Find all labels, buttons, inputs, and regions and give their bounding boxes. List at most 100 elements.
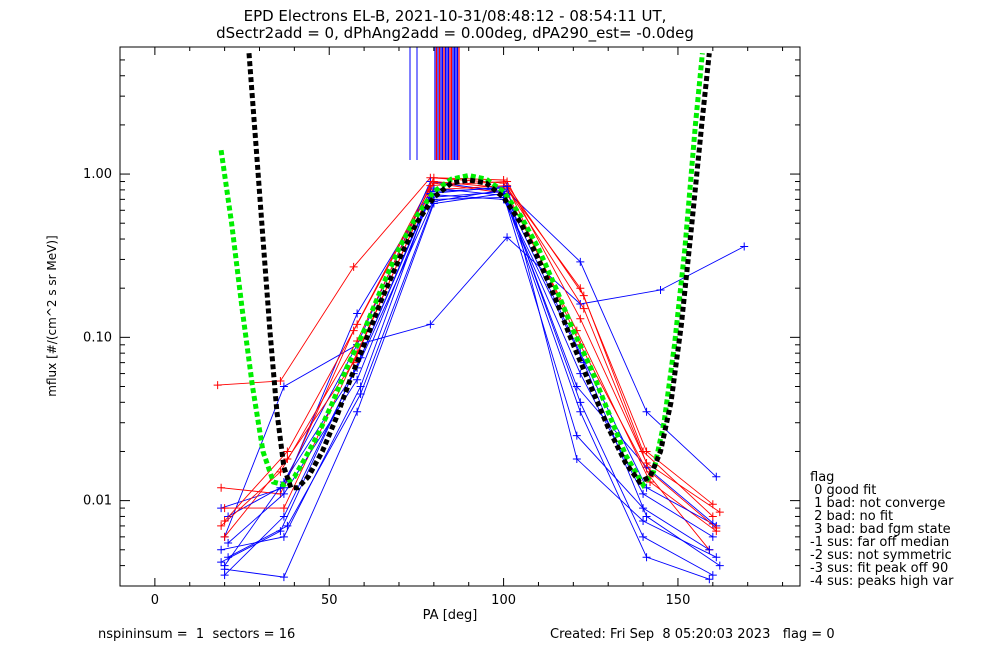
series-marker — [353, 309, 362, 318]
series-line — [220, 181, 721, 527]
legend-item: -4 sus: peaks high var — [810, 574, 954, 589]
series-marker — [576, 407, 585, 416]
legend-item: 2 bad: no fit — [810, 509, 894, 524]
series-marker — [279, 489, 288, 498]
series-marker — [705, 545, 714, 554]
series-marker — [576, 314, 585, 323]
legend-item: -2 sus: not symmetric — [810, 548, 952, 563]
series-marker — [572, 431, 581, 440]
series-marker — [217, 558, 226, 567]
series-marker — [576, 257, 585, 266]
series-marker — [220, 532, 229, 541]
legend-title: flag — [810, 470, 835, 485]
fit-curve — [246, 52, 712, 491]
y-tick-label: 1.00 — [83, 167, 112, 182]
legend-item: -3 sus: fit peak off 90 — [810, 561, 949, 576]
x-tick-label: 150 — [666, 593, 691, 608]
series-marker — [740, 242, 749, 251]
series-marker — [639, 532, 648, 541]
axes-layer: 0 50 100 150 0.01 0.10 1.00 — [83, 46, 800, 608]
series-marker — [353, 375, 362, 384]
data-series-layer — [213, 173, 749, 584]
series-marker — [353, 407, 362, 416]
series-marker — [705, 575, 714, 584]
legend-item: 0 good fit — [810, 483, 877, 498]
series-marker — [276, 377, 285, 386]
series-marker — [708, 571, 717, 580]
series-line — [224, 187, 710, 576]
series-marker — [217, 545, 226, 554]
series-marker — [283, 454, 292, 463]
series-marker — [224, 539, 233, 548]
series-line — [220, 185, 717, 563]
series-line — [227, 189, 714, 576]
flag-legend: flag 0 good fit 1 bad: not converge 2 ba… — [810, 471, 954, 588]
series-line — [224, 182, 717, 532]
series-marker — [579, 304, 588, 313]
series-marker — [708, 519, 717, 528]
series-marker — [279, 532, 288, 541]
chart-title-line-1: EPD Electrons EL-B, 2021-10-31/08:48:12 … — [243, 7, 667, 25]
series-marker — [642, 553, 651, 562]
legend-item: -1 sus: far off median — [810, 535, 950, 550]
series-marker — [579, 291, 588, 300]
legend-item: 1 bad: not converge — [810, 496, 946, 511]
series-marker — [708, 512, 717, 521]
plot-frame — [119, 46, 801, 587]
series-marker — [283, 447, 292, 456]
series-marker — [499, 175, 508, 184]
series-marker — [656, 285, 665, 294]
x-axis-label: PA [deg] — [423, 608, 478, 623]
series-marker — [283, 521, 292, 530]
series-marker — [217, 521, 226, 530]
chart-title-line-2: dSectr2add = 0, dPhAng2add = 0.00deg, dP… — [216, 24, 694, 42]
y-tick-label: 0.10 — [83, 330, 112, 345]
series-line — [224, 236, 745, 537]
peak-spikes — [409, 47, 460, 160]
series-marker — [426, 320, 435, 329]
y-tick-label: 0.01 — [83, 494, 112, 509]
footer-run-info: nspininsum = 1 sectors = 16 — [98, 627, 296, 642]
series-marker — [576, 300, 585, 309]
series-line — [224, 181, 717, 529]
series-marker — [639, 517, 648, 526]
series-marker — [217, 483, 226, 492]
series-line — [227, 196, 714, 538]
series-marker — [279, 504, 288, 513]
series-marker — [642, 407, 651, 416]
series-marker — [429, 177, 438, 186]
fit-curve — [218, 52, 705, 490]
series-line — [227, 191, 714, 544]
series-marker — [220, 504, 229, 513]
series-marker — [572, 454, 581, 463]
series-marker — [715, 508, 724, 517]
x-tick-label: 100 — [491, 593, 516, 608]
series-line — [224, 193, 710, 580]
legend-item: 3 bad: bad fgm state — [810, 522, 951, 537]
series-marker — [213, 381, 222, 390]
series-marker — [220, 565, 229, 574]
series-marker — [349, 262, 358, 271]
series-marker — [279, 512, 288, 521]
series-marker — [503, 233, 512, 242]
series-marker — [220, 517, 229, 526]
series-marker — [639, 489, 648, 498]
series-marker — [576, 398, 585, 407]
x-tick-label: 50 — [321, 593, 338, 608]
series-marker — [642, 512, 651, 521]
series-marker — [712, 553, 721, 562]
y-axis-label: mflux [#/(cm^2 s sr MeV)] — [45, 235, 59, 396]
series-line — [221, 194, 721, 566]
fit-curves-layer — [218, 52, 712, 491]
series-line — [224, 181, 717, 566]
series-marker — [712, 472, 721, 481]
series-marker — [279, 382, 288, 391]
series-marker — [503, 182, 512, 191]
series-marker — [639, 504, 648, 513]
series-marker — [708, 532, 717, 541]
series-marker — [279, 573, 288, 582]
series-marker — [715, 561, 724, 570]
series-line — [221, 177, 714, 517]
footer-created-info: Created: Fri Sep 8 05:20:03 2023 flag = … — [550, 627, 835, 642]
